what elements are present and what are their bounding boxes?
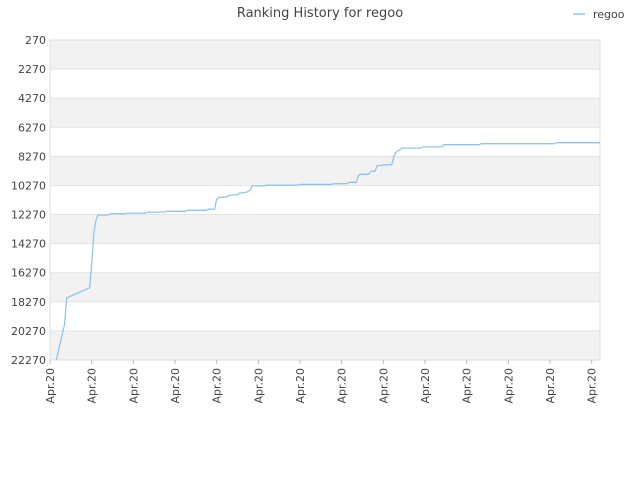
y-tick-label: 22270 [11, 354, 46, 367]
grid-band [50, 272, 600, 302]
y-tick-label: 14270 [11, 238, 46, 251]
x-tick-label: Apr.20 [502, 368, 515, 404]
series-layer [55, 142, 600, 361]
grid-band [50, 40, 600, 70]
y-tick-label: 4270 [18, 92, 46, 105]
grid-band [50, 156, 600, 186]
x-tick-label: Apr.20 [377, 368, 390, 404]
grid-band [50, 127, 600, 157]
series-line-regoo [55, 142, 600, 361]
x-tick-label: Apr.20 [252, 368, 265, 404]
grid-band [50, 301, 600, 331]
y-axis: 270 2270 4270 6270 8270 10270 12270 14270 16270 1… [11, 34, 46, 367]
x-axis: Apr.20 Apr.20 Apr.20 Apr.20 Apr.20 Apr.20 Apr.… [44, 360, 599, 404]
y-tick-label: 16270 [11, 267, 46, 280]
grid-band [50, 98, 600, 128]
plot-background [49, 39, 601, 361]
x-tick-label: Apr.20 [544, 368, 557, 404]
grid-band [50, 185, 600, 215]
plot-border [49, 39, 601, 361]
y-tick-label: 8270 [18, 150, 46, 163]
x-tick-label: Apr.20 [44, 368, 57, 404]
y-tick-label: 2270 [18, 63, 46, 76]
y-tick-label: 6270 [18, 121, 46, 134]
grid-band [50, 69, 600, 99]
x-tick-label: Apr.20 [211, 368, 224, 404]
x-tick-label: Apr.20 [127, 368, 140, 404]
y-tick-label: 18270 [11, 296, 46, 309]
legend-label: regoo [593, 8, 625, 21]
grid-band [50, 243, 600, 273]
x-tick-label: Apr.20 [586, 368, 599, 404]
y-tick-label: 20270 [11, 325, 46, 338]
grid-band [50, 214, 600, 244]
x-tick-label: Apr.20 [294, 368, 307, 404]
chart-title: Ranking History for regoo [237, 6, 403, 21]
x-tick-label: Apr.20 [336, 368, 349, 404]
grid-band [50, 330, 600, 360]
y-tick-label: 12270 [11, 209, 46, 222]
y-tick-label: 10270 [11, 179, 46, 192]
x-tick-label: Apr.20 [419, 368, 432, 404]
x-tick-label: Apr.20 [86, 368, 99, 404]
x-tick-label: Apr.20 [169, 368, 182, 404]
legend: regoo [573, 8, 625, 21]
x-tick-label: Apr.20 [461, 368, 474, 404]
y-tick-label: 270 [25, 34, 46, 47]
